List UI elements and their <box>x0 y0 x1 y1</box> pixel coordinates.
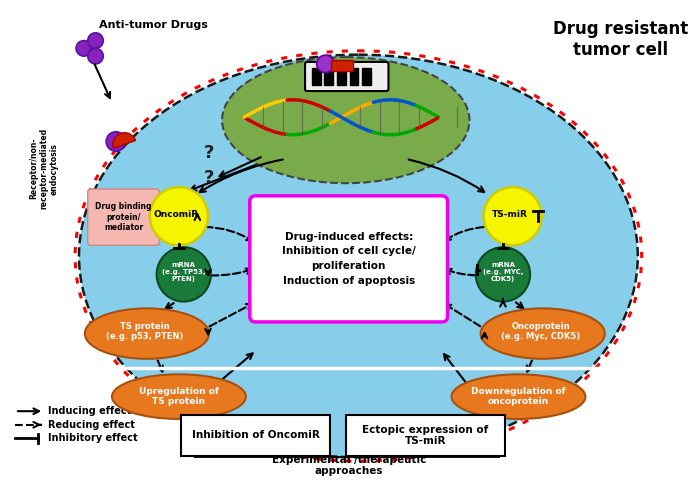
Bar <box>350 68 358 85</box>
Bar <box>324 68 333 85</box>
Text: Experimental /therapeutic
approaches: Experimental /therapeutic approaches <box>272 455 426 476</box>
Text: TS-miR: TS-miR <box>492 210 528 219</box>
Text: Reducing effect: Reducing effect <box>48 420 135 430</box>
Circle shape <box>88 48 104 64</box>
Text: Oncoprotein
(e.g. Myc, CDK5): Oncoprotein (e.g. Myc, CDK5) <box>501 322 580 341</box>
Wedge shape <box>113 133 136 149</box>
Text: Inhibitory effect: Inhibitory effect <box>48 433 138 443</box>
Text: OncomiR: OncomiR <box>153 210 199 219</box>
Circle shape <box>476 247 530 302</box>
Text: ?: ? <box>204 144 214 162</box>
Circle shape <box>88 33 104 48</box>
FancyBboxPatch shape <box>181 415 330 456</box>
Text: Drug binding
protein/
mediator: Drug binding protein/ mediator <box>95 202 152 232</box>
Bar <box>312 68 321 85</box>
Text: TS protein
(e.g. p53, PTEN): TS protein (e.g. p53, PTEN) <box>106 322 183 341</box>
Text: Receptor/non-
receptor-mediated
endocytosis: Receptor/non- receptor-mediated endocyto… <box>29 128 59 209</box>
Ellipse shape <box>452 374 585 419</box>
Circle shape <box>316 55 334 73</box>
FancyBboxPatch shape <box>250 196 447 322</box>
FancyBboxPatch shape <box>305 62 388 91</box>
FancyBboxPatch shape <box>88 189 160 245</box>
Circle shape <box>76 41 92 56</box>
Text: mRNA
(e.g. TP53,
PTEN): mRNA (e.g. TP53, PTEN) <box>162 262 206 283</box>
Bar <box>337 68 346 85</box>
Text: Upregulation of
TS protein: Upregulation of TS protein <box>139 387 219 407</box>
Text: ?: ? <box>204 169 214 187</box>
Text: Inhibition of OncomiR: Inhibition of OncomiR <box>192 430 319 440</box>
Ellipse shape <box>112 374 246 419</box>
Circle shape <box>157 247 211 302</box>
FancyBboxPatch shape <box>346 415 505 456</box>
Circle shape <box>150 187 208 245</box>
Text: Inducing effect: Inducing effect <box>48 406 131 416</box>
Text: Ectopic expression of
TS-miR: Ectopic expression of TS-miR <box>362 424 489 446</box>
Text: Anti-tumor Drugs: Anti-tumor Drugs <box>99 20 208 30</box>
Text: mRNA
(e.g. MYC,
CDK5): mRNA (e.g. MYC, CDK5) <box>483 262 523 283</box>
Circle shape <box>484 187 542 245</box>
Ellipse shape <box>222 57 470 183</box>
Circle shape <box>106 132 125 151</box>
Ellipse shape <box>85 308 209 359</box>
Ellipse shape <box>481 308 605 359</box>
Text: Downregulation of
oncoprotein: Downregulation of oncoprotein <box>471 387 566 407</box>
Bar <box>331 60 353 71</box>
Ellipse shape <box>79 55 638 457</box>
Text: Drug-induced effects:
Inhibition of cell cycle/
proliferation
Induction of apopt: Drug-induced effects: Inhibition of cell… <box>282 232 416 286</box>
Bar <box>363 68 371 85</box>
Text: Drug resistant
tumor cell: Drug resistant tumor cell <box>553 20 688 59</box>
